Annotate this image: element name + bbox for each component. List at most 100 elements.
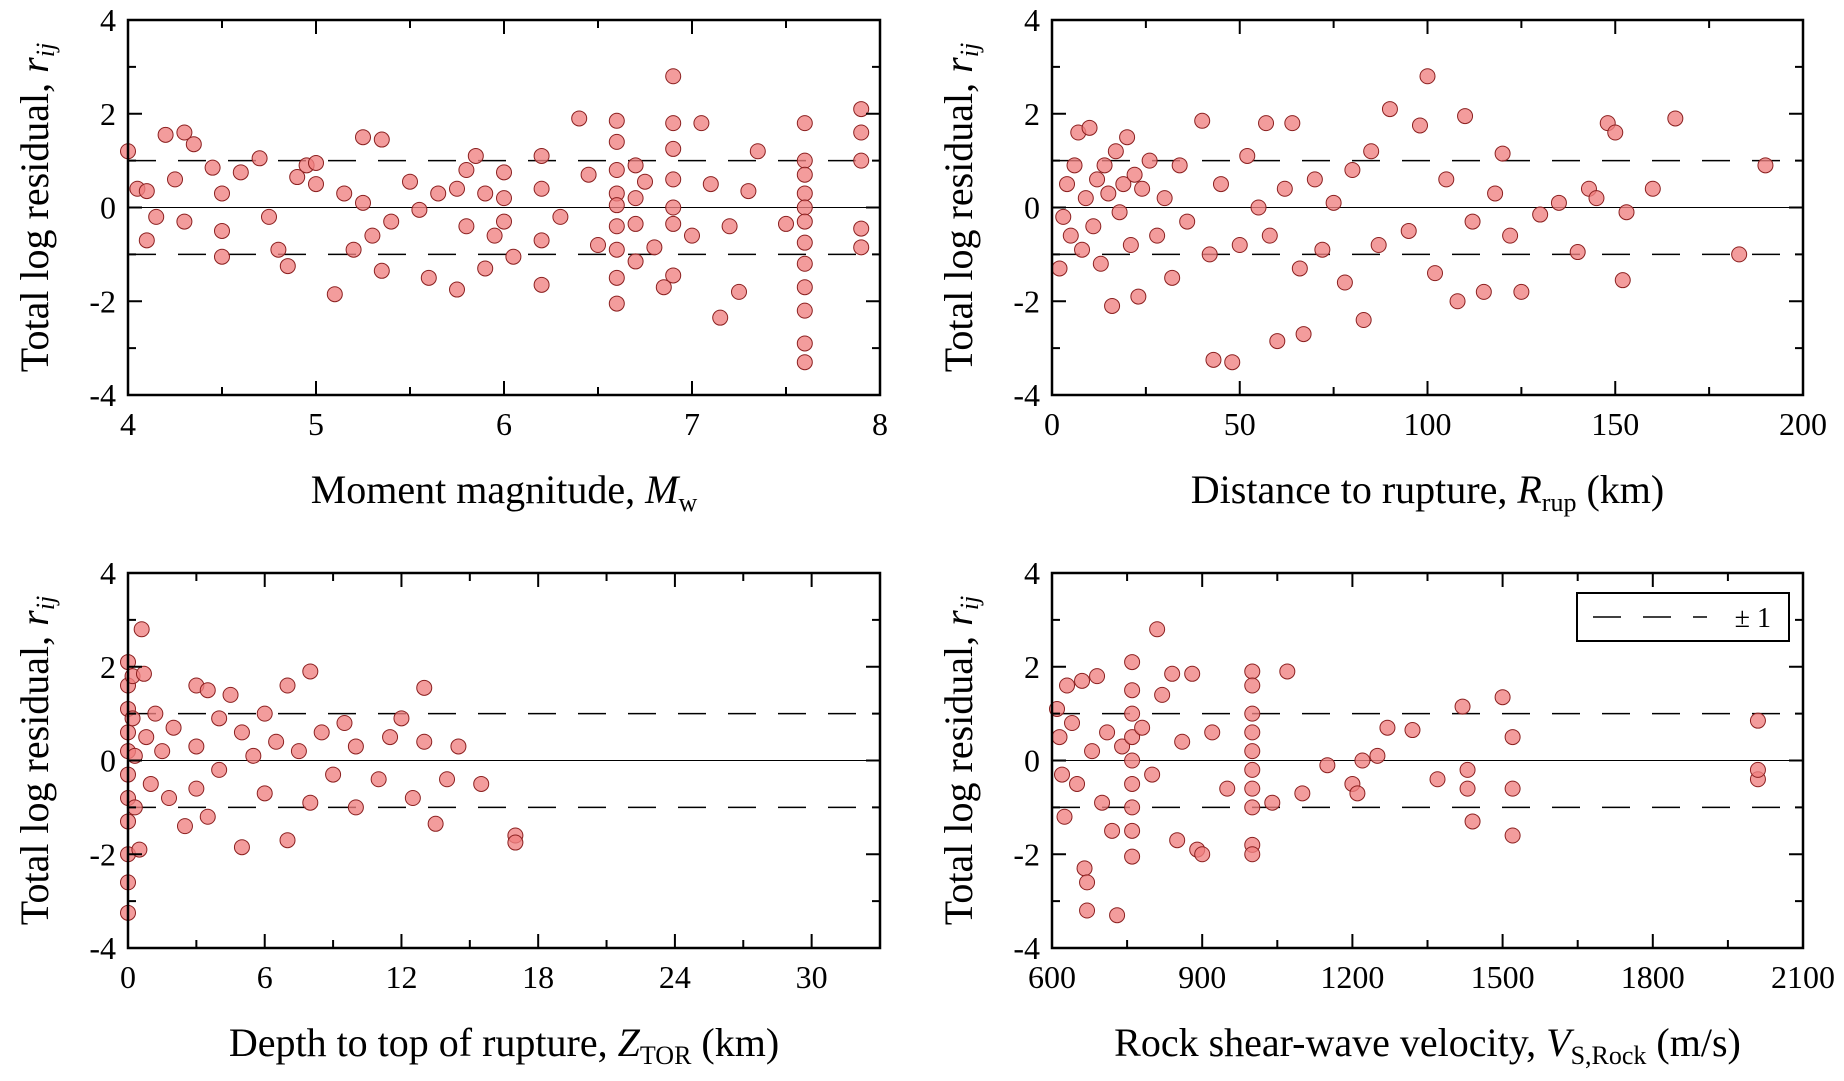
x-tick-label: 7 xyxy=(684,406,700,442)
y-tick-label: 0 xyxy=(1024,190,1040,226)
data-point xyxy=(853,101,870,118)
data-point xyxy=(199,682,216,699)
data-point xyxy=(373,131,390,148)
data-point xyxy=(627,190,644,207)
y-tick-label: 0 xyxy=(1024,743,1040,779)
data-point xyxy=(1092,255,1109,272)
data-point xyxy=(1475,283,1492,300)
data-point xyxy=(373,262,390,279)
data-point xyxy=(251,150,268,167)
data-point xyxy=(1494,689,1511,706)
data-point xyxy=(796,185,813,202)
data-point xyxy=(416,733,433,750)
data-point xyxy=(161,790,178,806)
data-point xyxy=(486,227,503,244)
y-tick-label: 0 xyxy=(100,743,116,779)
data-point xyxy=(1171,157,1188,174)
x-tick-label: 1500 xyxy=(1471,959,1535,995)
data-point xyxy=(796,199,813,216)
data-point xyxy=(290,743,307,760)
data-point xyxy=(1051,729,1068,746)
y-tick-label: 4 xyxy=(1024,2,1040,38)
x-axis-label-subscript: w xyxy=(678,488,697,517)
legend-label: ± 1 xyxy=(1735,603,1771,634)
y-tick-label: -2 xyxy=(1013,283,1040,319)
data-point xyxy=(1122,237,1139,253)
data-point xyxy=(1513,283,1530,300)
data-point xyxy=(214,248,230,265)
data-point xyxy=(1079,902,1096,919)
data-point xyxy=(646,239,663,256)
data-point xyxy=(1449,293,1466,310)
y-tick-label: 4 xyxy=(1024,555,1040,591)
x-tick-label: 18 xyxy=(522,959,554,995)
y-axis-label-symbol: r xyxy=(12,610,57,626)
data-point xyxy=(1111,204,1128,221)
data-point xyxy=(853,152,870,169)
data-point xyxy=(796,302,813,319)
data-point xyxy=(1459,780,1476,797)
data-point xyxy=(721,218,738,235)
data-point xyxy=(233,724,250,741)
y-tick-label: 4 xyxy=(100,2,116,38)
y-axis-label-symbol: r xyxy=(936,610,981,626)
data-point xyxy=(1502,227,1519,244)
data-point xyxy=(1279,663,1296,680)
data-point xyxy=(1184,665,1201,682)
data-point xyxy=(416,679,433,696)
data-point xyxy=(608,112,625,129)
y-axis-label-text: Total log residual, xyxy=(12,73,57,372)
data-point xyxy=(1667,110,1684,127)
y-axis-label: Total log residual, rij xyxy=(12,43,60,372)
data-point xyxy=(345,241,362,258)
data-point xyxy=(1749,761,1766,778)
data-point xyxy=(1314,241,1331,258)
x-tick-label: 6 xyxy=(257,959,273,995)
data-point xyxy=(157,126,174,143)
x-tick-label: 30 xyxy=(796,959,828,995)
data-point xyxy=(796,255,813,272)
data-point xyxy=(233,839,250,856)
data-point xyxy=(1074,241,1091,258)
data-point xyxy=(439,771,456,788)
data-point xyxy=(336,715,353,731)
data-point xyxy=(211,761,228,778)
data-point xyxy=(665,267,682,284)
x-tick-label: 50 xyxy=(1224,406,1256,442)
data-point xyxy=(1239,147,1256,164)
data-point xyxy=(458,218,475,235)
data-point xyxy=(608,269,625,286)
data-point xyxy=(627,253,644,270)
y-tick-label: 0 xyxy=(100,190,116,226)
data-point xyxy=(1438,171,1455,188)
data-point xyxy=(1051,260,1068,277)
data-point xyxy=(1429,771,1446,788)
data-point xyxy=(1369,747,1386,764)
data-point xyxy=(204,159,221,176)
data-point xyxy=(1124,705,1141,722)
data-point xyxy=(1179,213,1196,230)
x-axis-label-text: Moment magnitude, xyxy=(311,467,645,512)
data-point xyxy=(1119,129,1136,146)
data-point xyxy=(1124,682,1141,699)
panel-rrup: 0 50 100 150 200 -4 -2 0 2 4 Distance to rupture, … xyxy=(936,2,1827,517)
x-tick-label: 600 xyxy=(1028,959,1076,995)
y-tick-label: -4 xyxy=(1013,377,1040,413)
data-point xyxy=(135,665,152,682)
data-point xyxy=(702,176,719,193)
data-point xyxy=(211,710,228,727)
data-point xyxy=(1124,799,1141,816)
data-point xyxy=(1164,269,1181,286)
data-point xyxy=(1464,213,1481,230)
x-tick-label: 12 xyxy=(385,959,417,995)
data-point xyxy=(1064,715,1081,731)
data-point xyxy=(427,815,444,832)
data-point xyxy=(1349,785,1366,802)
data-point xyxy=(370,771,387,788)
data-point xyxy=(1370,237,1387,253)
x-tick-label: 200 xyxy=(1779,406,1827,442)
data-point xyxy=(1749,712,1766,729)
data-point xyxy=(383,213,400,230)
data-point xyxy=(222,686,239,703)
data-point xyxy=(289,169,306,186)
